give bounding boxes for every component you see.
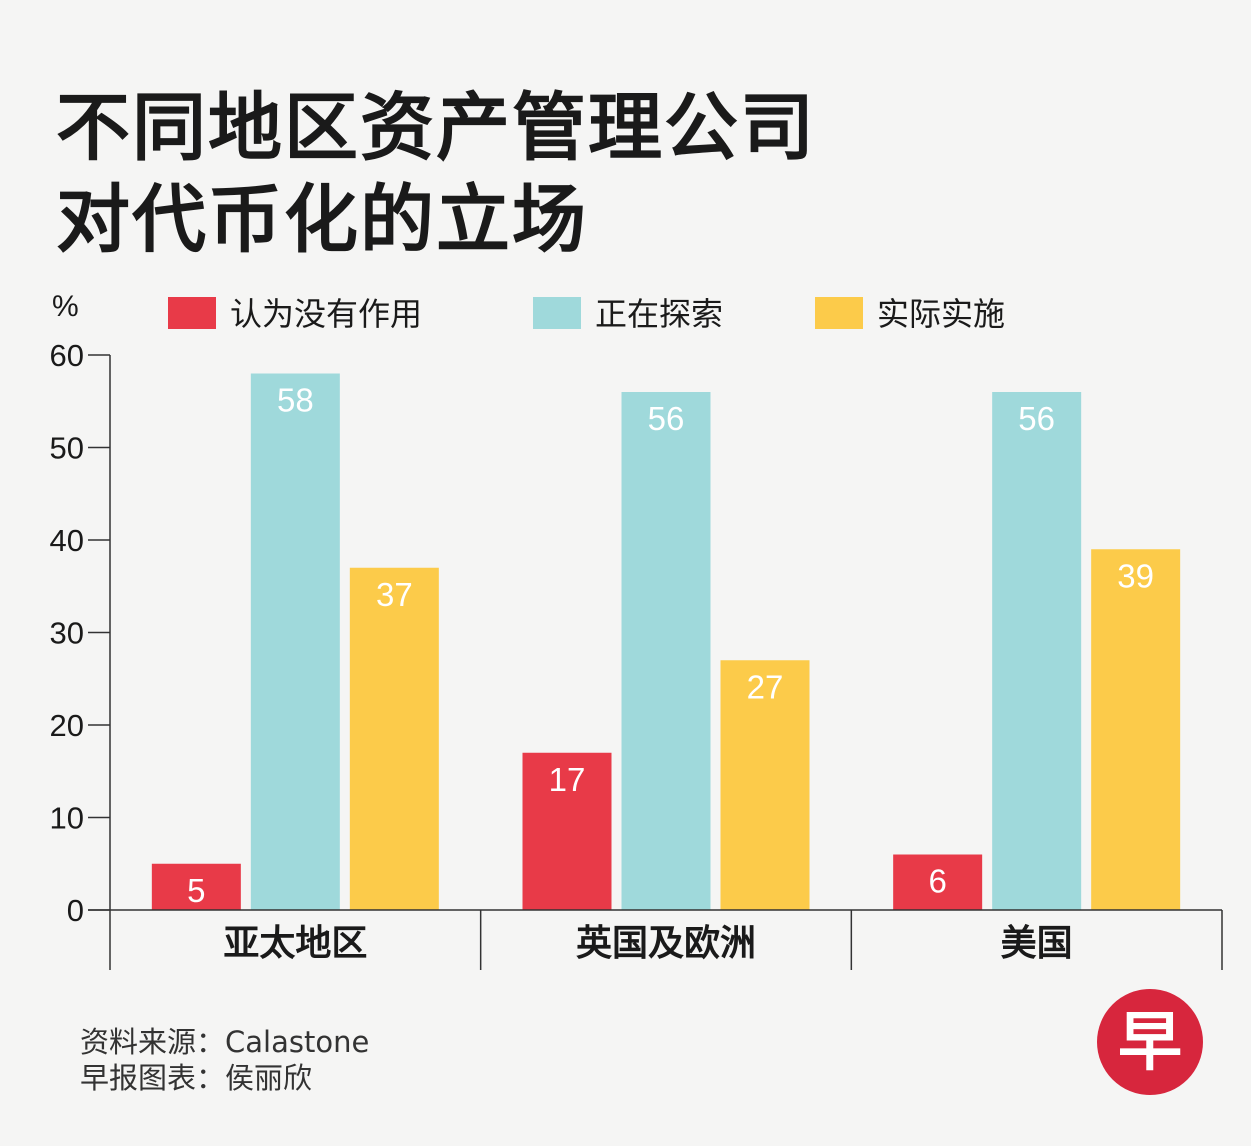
bar-value-label: 58 [277,382,314,419]
x-axis: 亚太地区 英国及欧洲 美国 [88,909,1223,970]
title-line-2: 对代币化的立场 [56,177,588,263]
legend-swatch [168,297,216,329]
zaobao-logo: 早 [1097,989,1203,1095]
credit-note: 早报图表：侯丽欣 [80,1061,313,1095]
bar-value-label: 5 [187,872,205,909]
chart-title: 不同地区资产管理公司 对代币化的立场 [56,82,816,266]
bars: 5 58 37 17 56 27 6 56 39 [151,373,1181,910]
bar [621,392,711,910]
bar-value-label: 56 [1018,400,1055,437]
bar-chart: % 认为没有作用 正在探索 实际实施 0 10 20 30 40 50 60 5 58 37 17 56… [50,290,1223,970]
bar [992,392,1082,910]
legend: 认为没有作用 正在探索 实际实施 [168,295,1005,333]
bar [720,660,810,910]
bar [1091,549,1181,910]
svg-text:早: 早 [1118,1006,1182,1080]
source-note: 资料来源：Calastone [80,1025,370,1059]
y-tick-label: 50 [50,431,84,466]
y-tick-label: 0 [67,893,84,928]
legend-label: 认为没有作用 [230,295,422,333]
category-label: 亚太地区 [223,923,367,964]
category-label: 英国及欧洲 [576,923,756,964]
bar [893,854,983,910]
footer: 资料来源：Calastone 早报图表：侯丽欣 [80,1024,369,1096]
bar [522,752,612,910]
bar-value-label: 39 [1117,557,1154,594]
bar [250,373,340,910]
y-tick-label: 20 [50,708,84,743]
bar-value-label: 27 [747,668,784,705]
y-tick-label: 60 [50,338,84,373]
legend-label: 实际实施 [877,295,1005,333]
bar-value-label: 6 [928,863,946,900]
bar-value-label: 37 [376,576,413,613]
y-unit-label: % [52,290,79,323]
y-tick-label: 30 [50,616,84,651]
legend-swatch [533,297,581,329]
title-line-1: 不同地区资产管理公司 [56,85,816,171]
bar [349,567,439,910]
legend-swatch [815,297,863,329]
bar [151,863,241,910]
category-label: 美国 [1001,923,1073,964]
y-axis: 0 10 20 30 40 50 60 [50,338,111,928]
y-tick-label: 10 [50,801,84,836]
bar-value-label: 56 [648,400,685,437]
bar-value-label: 17 [549,761,586,798]
y-tick-label: 40 [50,523,84,558]
legend-label: 正在探索 [595,295,723,333]
